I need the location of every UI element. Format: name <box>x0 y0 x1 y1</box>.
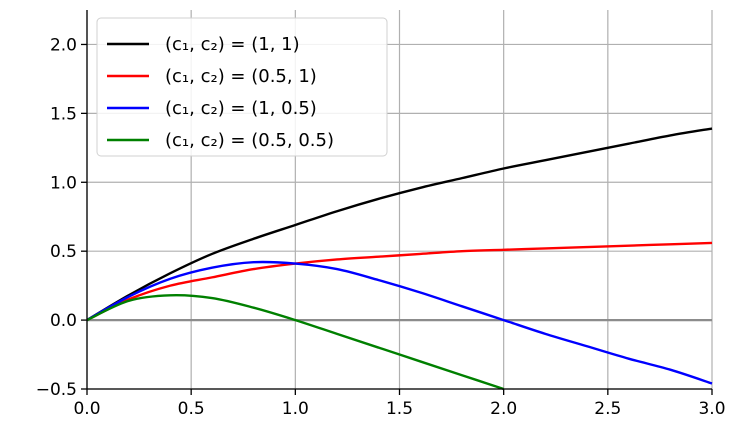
legend-entry[interactable]: (c₁, c₂) = (0.5, 1) <box>107 66 317 87</box>
legend-box <box>96 17 388 157</box>
legend-entry[interactable]: (c₁, c₂) = (1, 0.5) <box>107 98 317 119</box>
x-tick-label: 0.0 <box>73 399 100 419</box>
y-tick-label: −0.5 <box>36 380 77 400</box>
axes <box>81 10 713 395</box>
y-tick-label: 0.0 <box>50 311 77 331</box>
y-tick-label: 2.0 <box>50 35 77 55</box>
legend-entry[interactable]: (c₁, c₂) = (0.5, 0.5) <box>107 130 334 151</box>
series-line-2 <box>86 241 713 322</box>
x-tick-label: 3.0 <box>698 399 725 419</box>
legend-label: (c₁, c₂) = (0.5, 1) <box>165 66 317 87</box>
series-line-3 <box>86 260 713 385</box>
x-tick-label: 1.0 <box>282 399 309 419</box>
y-tick-label: 1.5 <box>50 104 77 124</box>
x-tick-label: 1.5 <box>386 399 413 419</box>
legend-label: (c₁, c₂) = (1, 1) <box>165 34 300 55</box>
y-tick-label: 0.5 <box>50 242 77 262</box>
legend[interactable]: (c₁, c₂) = (1, 1) (c₁, c₂) = (0.5, 1) (c₁,… <box>96 17 388 157</box>
x-tick-label: 2.5 <box>594 399 621 419</box>
tick-labels: 0.0 0.5 1.0 1.5 2.0 2.5 3.0−0.50.00.51.01.52.0 <box>36 35 726 419</box>
series-line-1 <box>86 127 713 322</box>
x-tick-label: 2.0 <box>490 399 517 419</box>
legend-label: (c₁, c₂) = (0.5, 0.5) <box>165 130 334 151</box>
legend-label: (c₁, c₂) = (1, 0.5) <box>165 98 317 119</box>
legend-entry[interactable]: (c₁, c₂) = (1, 1) <box>107 34 300 55</box>
series-layer <box>86 127 713 391</box>
y-tick-label: 1.0 <box>50 173 77 193</box>
series-line-4 <box>86 293 505 391</box>
x-tick-label: 0.5 <box>178 399 205 419</box>
